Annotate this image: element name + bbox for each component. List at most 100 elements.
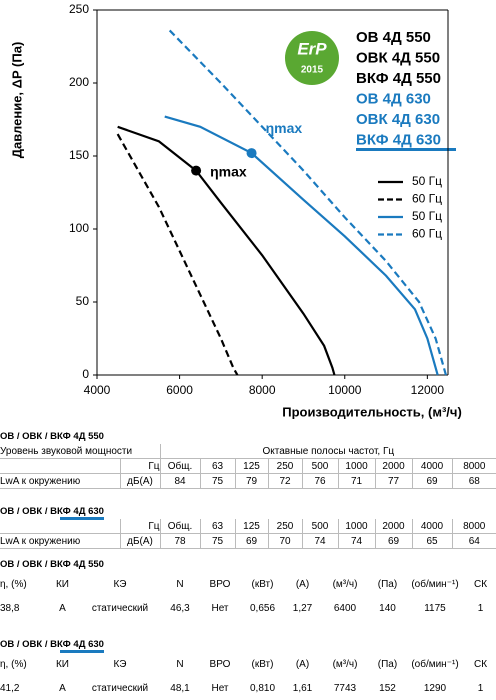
- table-cell: Нет: [211, 682, 229, 694]
- table-cell: 1: [477, 602, 484, 614]
- table-cell: 8000: [451, 458, 496, 474]
- table-cell: 69: [374, 533, 412, 549]
- legend-label: 60 Гц: [412, 192, 442, 206]
- eta-max-point: [191, 165, 202, 176]
- table-cell: η, (%): [0, 578, 27, 590]
- table-cell: (Па): [377, 658, 398, 670]
- legend-label: 50 Гц: [412, 209, 442, 223]
- table-cell: КЭ: [113, 658, 127, 670]
- table-title-text: ОВ / ОВК / ВКФ 4Д 550: [0, 431, 104, 442]
- x-tick-label: 6000: [166, 383, 193, 397]
- table-cell: 1,27: [292, 602, 313, 614]
- x-tick-label: 4000: [84, 383, 111, 397]
- table-cell: 69: [411, 473, 453, 489]
- table-cell: СК: [473, 578, 488, 590]
- table-title-text: ОВ / ОВК / ВКФ 4Д 630: [0, 639, 104, 650]
- table-cell: 250: [267, 519, 302, 534]
- table: Гц Общ. 63 125 250 500 1000 2000 4000 8000 LwA к о…: [0, 519, 496, 549]
- table-cell: 7743: [333, 682, 357, 694]
- table-cell: N: [176, 658, 184, 670]
- x-axis-label: Производительность, (м³/ч): [282, 404, 462, 419]
- table: η, (%) КИ КЭ N ВРО (кВт) (A) (м³/ч) (Па) (об/мин⁻…: [0, 652, 496, 700]
- table-row: η, (%) КИ КЭ N ВРО (кВт) (A) (м³/ч) (Па) (об/мин⁻…: [0, 652, 496, 676]
- table-cell: статический: [91, 682, 149, 694]
- table-row: Гц Общ. 63 125 250 500 1000 2000 4000 8000: [0, 519, 496, 534]
- table-cell: Октавные полосы частот, Гц: [159, 444, 496, 459]
- series-line: [117, 125, 336, 376]
- table-title-text: ОВ / ОВК / ВКФ 4Д 630: [0, 506, 104, 517]
- table-cell: 140: [379, 602, 396, 614]
- table-cell: [0, 458, 120, 474]
- table-cell: (Па): [377, 578, 398, 590]
- table-cell: 72: [267, 473, 303, 489]
- table-cell: 38,8: [0, 602, 20, 614]
- table-cell: Общ.: [159, 458, 201, 474]
- table-cell: [0, 519, 120, 534]
- table-cell: КИ: [55, 658, 69, 670]
- table-cell: СК: [473, 658, 488, 670]
- table-cell: 63: [199, 519, 235, 534]
- table-cell: (A): [295, 578, 310, 590]
- table-cell: LwA к окружению: [0, 473, 120, 489]
- table-cell: 64: [451, 533, 496, 549]
- table-title: ОВ / ОВК / ВКФ 4Д 550: [0, 430, 104, 444]
- model-name: ВКФ 4Д 630: [356, 131, 441, 148]
- table-cell: 48,1: [170, 682, 190, 694]
- table-cell: A: [59, 682, 66, 694]
- table-cell: 69: [234, 533, 268, 549]
- table-cell: η, (%): [0, 658, 27, 670]
- table-cell: дБ(A): [119, 533, 160, 549]
- table-cell: 1000: [337, 458, 376, 474]
- badge-text: ErP: [297, 39, 327, 58]
- model-name: ОВК 4Д 550: [356, 49, 440, 66]
- table-cell: ВРО: [209, 658, 231, 670]
- table-cell: 41,2: [0, 682, 20, 694]
- chart: Давление, ΔP (Па) Производительность, (м…: [9, 2, 462, 419]
- table-cell: (м³/ч): [332, 658, 358, 670]
- table-cell: 2000: [374, 519, 412, 534]
- y-axis-label: Давление, ΔP (Па): [9, 42, 24, 159]
- y-tick-label: 0: [82, 367, 89, 381]
- spec-table: ОВ / ОВК / ВКФ 4Д 630 Гц Общ. 63 125 250 500 10…: [0, 505, 496, 549]
- table-cell: 84: [159, 473, 201, 489]
- x-tick-label: 10000: [328, 383, 362, 397]
- table-cell: 46,3: [170, 602, 190, 614]
- table-cell: (об/мин⁻¹): [411, 658, 459, 670]
- y-tick-label: 250: [69, 2, 89, 16]
- y-tick-label: 200: [69, 75, 89, 89]
- table-cell: 65: [411, 533, 452, 549]
- badge-year: 2015: [301, 65, 324, 76]
- table-cell: 71: [337, 473, 376, 489]
- table-cell: статический: [91, 602, 149, 614]
- table-cell: 6400: [333, 602, 357, 614]
- table-cell: КИ: [55, 578, 69, 590]
- table-cell: (кВт): [251, 658, 274, 670]
- table-cell: 125: [234, 519, 268, 534]
- table-cell: 2000: [374, 458, 413, 474]
- x-tick-label: 8000: [249, 383, 276, 397]
- legend-label: 50 Гц: [412, 174, 442, 188]
- table-cell: Гц: [119, 458, 161, 474]
- table-cell: 77: [374, 473, 413, 489]
- table-row: Гц Общ. 63 125 250 500 1000 2000 4000 8000: [0, 458, 496, 474]
- table-title: ОВ / ОВК / ВКФ 4Д 630: [0, 638, 104, 653]
- table-cell: 125: [234, 458, 269, 474]
- model-name: ОВ 4Д 630: [356, 90, 431, 107]
- table-cell: 1,61: [292, 682, 313, 694]
- model-name: ОВ 4Д 550: [356, 29, 431, 46]
- table-cell: 78: [159, 533, 200, 549]
- table-row: LwA к окружению дБ(A) 84 75 79 72 76 71 77 69 68: [0, 473, 496, 489]
- title-underline: [60, 517, 104, 520]
- table-cell: 0,810: [249, 682, 276, 694]
- table-cell: N: [176, 578, 184, 590]
- spec-table: ОВ / ОВК / ВКФ 4Д 550 Уровень звуковой мо…: [0, 430, 496, 489]
- table-cell: 4000: [411, 458, 453, 474]
- table-cell: 79: [234, 473, 269, 489]
- series-line: [116, 133, 239, 376]
- table-cell: 76: [301, 473, 339, 489]
- y-tick-label: 100: [69, 221, 89, 235]
- table-cell: Уровень звуковой мощности: [0, 444, 161, 459]
